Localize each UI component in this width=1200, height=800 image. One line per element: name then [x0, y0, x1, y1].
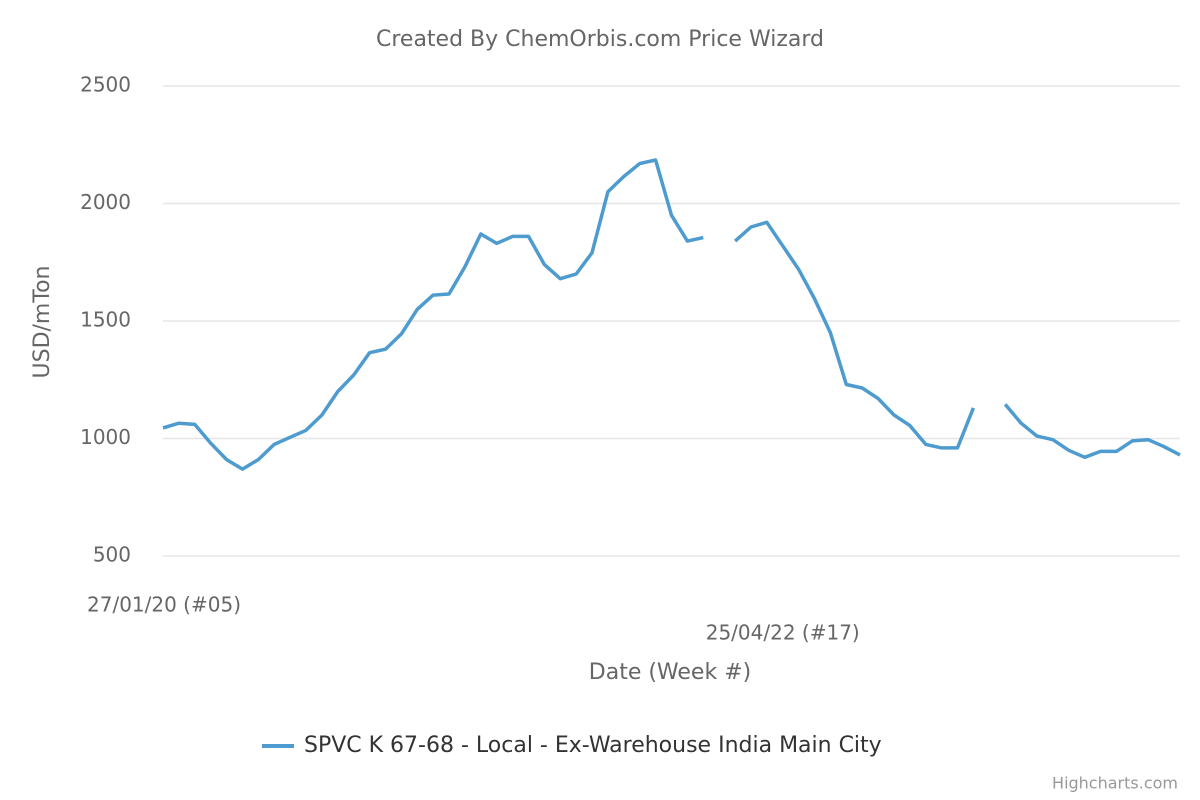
y-tick-label: 1000	[80, 425, 131, 449]
credit[interactable]: Highcharts.com	[1052, 774, 1178, 793]
legend-label: SPVC K 67-68 - Local - Ex-Warehouse Indi…	[304, 733, 882, 758]
y-axis-title: USD/mTon	[30, 266, 55, 379]
y-tick-label: 2500	[80, 73, 131, 97]
chart-title: Created By ChemOrbis.com Price Wizard	[376, 27, 824, 52]
y-tick-label: 500	[93, 543, 131, 567]
series-line	[162, 158, 1181, 471]
x-tick-label: 25/04/22 (#17)	[706, 621, 860, 645]
y-tick-label: 1500	[80, 308, 131, 332]
y-tick-label: 2000	[80, 190, 131, 214]
x-axis-title: Date (Week #)	[589, 660, 751, 685]
x-tick-label: 27/01/20 (#05)	[87, 593, 241, 617]
